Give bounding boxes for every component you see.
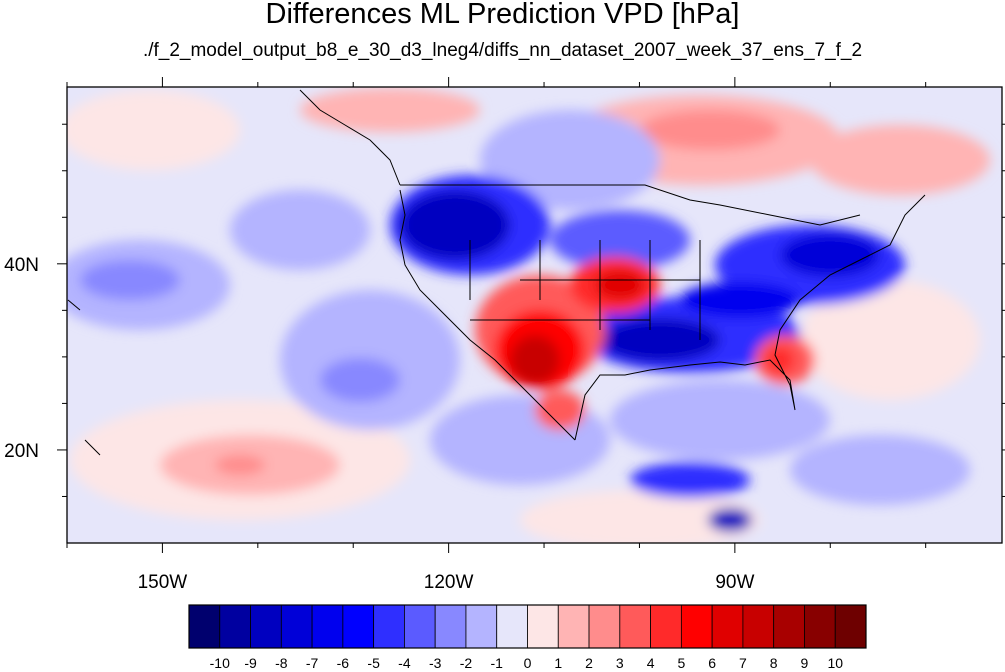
colorbar-label: 4 (647, 655, 655, 671)
colorbar-label: -4 (398, 655, 411, 671)
colorbar-label: 9 (801, 655, 809, 671)
colorbar-label: 6 (708, 655, 716, 671)
colorbar-label: 3 (616, 655, 624, 671)
lat-tick-label: 40N (4, 255, 39, 276)
colorbar-label: 2 (585, 655, 593, 671)
contour-field (67, 87, 1002, 543)
colorbar-swatch (680, 604, 713, 649)
colorbar-frame (188, 604, 867, 649)
colorbar-swatch (496, 604, 528, 649)
colorbar-label: -10 (210, 655, 230, 671)
lon-tick-label: 150W (138, 572, 188, 593)
colorbar-label: 1 (554, 655, 562, 671)
chart-title: Differences ML Prediction VPD [hPa] (265, 0, 740, 30)
chart-subtitle: ./f_2_model_output_b8_e_30_d3_lneg4/diff… (142, 40, 863, 61)
colorbar-swatch (250, 604, 282, 649)
colorbar-swatch (588, 604, 621, 649)
colorbar-swatch (404, 604, 436, 649)
colorbar-swatch (619, 604, 651, 649)
colorbar-swatch (188, 604, 221, 649)
lat-tick-label: 20N (4, 441, 39, 462)
colorbar-label: -5 (367, 655, 380, 671)
colorbar-swatch (219, 604, 251, 649)
colorbar-swatch (527, 604, 559, 649)
colorbar-swatch (742, 604, 775, 649)
colorbar-label: -6 (337, 655, 350, 671)
colorbar-label: -1 (491, 655, 504, 671)
lon-tick-label: 120W (424, 572, 474, 593)
colorbar-swatch (373, 604, 405, 649)
colorbar-label: -2 (460, 655, 473, 671)
colorbar-label: 0 (524, 655, 532, 671)
colorbar-label: 7 (739, 655, 747, 671)
colorbar-swatch (804, 604, 836, 649)
colorbar-label: 10 (827, 655, 843, 671)
colorbar-label: -8 (275, 655, 288, 671)
axis-ticks (57, 77, 1005, 553)
colorbar-swatch (465, 604, 498, 649)
colorbar-label: 5 (677, 655, 685, 671)
colorbar-swatch (834, 604, 867, 649)
colorbar-swatch (342, 604, 375, 649)
colorbar-swatch (650, 604, 682, 649)
colorbar: -10 -9 -8 -7 -6 -5 -4 -3 -2 -1 0 1 2 3 4 5 6 7 8 9 10 (188, 604, 867, 671)
colorbar-swatch (557, 604, 590, 649)
colorbar-label: -7 (306, 655, 319, 671)
colorbar-swatch (311, 604, 344, 649)
axis-tick-labels: 150W 120W 90W 40N 20N (4, 255, 754, 593)
colorbar-label: -3 (429, 655, 442, 671)
coastline (67, 89, 926, 456)
colorbar-swatch (773, 604, 805, 649)
lon-tick-label: 90W (715, 572, 754, 593)
colorbar-label: -9 (244, 655, 257, 671)
colorbar-swatch (434, 604, 467, 649)
colorbar-swatch (711, 604, 744, 649)
colorbar-label: 8 (770, 655, 778, 671)
plot-frame (66, 86, 1003, 544)
colorbar-swatch (280, 604, 313, 649)
